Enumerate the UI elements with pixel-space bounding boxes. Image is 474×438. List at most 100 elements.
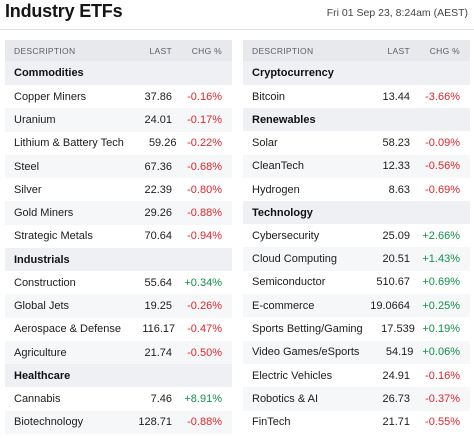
etf-name[interactable]: Bitcoin	[252, 90, 286, 103]
table-row[interactable]: Robotics & AI 26.73 -0.37%	[243, 387, 470, 411]
etf-name[interactable]: Cannabis	[14, 392, 61, 405]
section-group: Cryptocurrency Bitcoin 13.44 -3.66%	[243, 61, 470, 108]
etf-name[interactable]: Electric Vehicles	[252, 369, 333, 382]
table-row[interactable]: Cannabis 7.46 +8.91%	[5, 387, 232, 410]
column-header-last[interactable]: LAST	[149, 45, 172, 56]
etf-name[interactable]: Steel	[14, 160, 40, 173]
change-percent: -0.68%	[187, 160, 222, 173]
etf-name[interactable]: Construction	[14, 276, 76, 289]
table-row[interactable]: Bitcoin 13.44 -3.66%	[243, 85, 470, 108]
last-price: 24.01	[144, 113, 172, 126]
last-price: 21.74	[144, 346, 172, 359]
table-row[interactable]: Construction 55.64 +0.34%	[5, 271, 232, 294]
last-price: 29.26	[144, 207, 172, 220]
last-price: 17.539	[381, 323, 415, 336]
table-row[interactable]: Silver 22.39 -0.80%	[5, 178, 232, 201]
last-price: 8.63	[388, 183, 410, 196]
section-heading: Healthcare	[5, 364, 232, 388]
section-rows: Construction 55.64 +0.34% Global Jets 19.25 -…	[5, 271, 232, 365]
table-row[interactable]: E-commerce 19.0664 +0.25%	[243, 294, 470, 318]
last-price: 116.17	[142, 323, 176, 336]
column-header-change[interactable]: CHG %	[429, 45, 460, 56]
etf-name[interactable]: Cybersecurity	[252, 229, 320, 242]
etf-name[interactable]: Uranium	[14, 113, 56, 126]
table-row[interactable]: Lithium & Battery Tech 59.26 -0.22%	[5, 132, 232, 155]
table-row[interactable]: Gold Miners 29.26 -0.88%	[5, 201, 232, 225]
timestamp: Fri 01 Sep 23, 8:24am (AEST)	[326, 7, 468, 19]
table-header: DESCRIPTION LAST CHG %	[243, 40, 470, 61]
etf-name[interactable]: CleanTech	[252, 160, 304, 173]
change-percent: -0.56%	[425, 160, 460, 173]
etf-name[interactable]: Strategic Metals	[14, 230, 93, 243]
etf-name[interactable]: Sports Betting/Gaming	[252, 323, 363, 336]
last-price: 67.36	[144, 160, 172, 173]
change-percent: -0.47%	[187, 323, 222, 336]
etf-name[interactable]: E-commerce	[252, 299, 315, 312]
last-price: 19.25	[144, 300, 172, 313]
last-price: 59.26	[148, 137, 177, 150]
etf-name[interactable]: Solar	[252, 136, 278, 149]
etf-name[interactable]: Biotechnology	[14, 416, 84, 429]
header-divider	[0, 29, 474, 30]
etf-name[interactable]: Silver	[14, 183, 42, 196]
last-price: 7.46	[150, 392, 172, 405]
last-price: 24.91	[382, 369, 410, 382]
table-row[interactable]: Strategic Metals 70.64 -0.94%	[5, 225, 232, 248]
etf-name[interactable]: FinTech	[252, 416, 291, 429]
table-row[interactable]: Semiconductor 510.67 +0.69%	[243, 271, 470, 294]
table-row[interactable]: Solar 58.23 -0.09%	[243, 131, 470, 154]
etf-name[interactable]: Video Games/eSports	[252, 346, 360, 359]
last-price: 20.51	[382, 253, 410, 266]
section-group: Industrials Construction 55.64 +0.34% Global…	[5, 248, 232, 365]
table-row[interactable]: Agriculture 21.74 -0.50%	[5, 340, 232, 365]
table-row[interactable]: Sports Betting/Gaming 17.539 +0.19%	[243, 317, 470, 340]
section-heading: Industrials	[5, 248, 232, 272]
last-price: 13.44	[382, 90, 410, 103]
left-table: DESCRIPTION LAST CHG % Commodities Copper…	[5, 40, 232, 434]
etf-name[interactable]: Robotics & AI	[252, 392, 319, 405]
change-percent: +8.91%	[184, 392, 222, 405]
table-row[interactable]: Global Jets 19.25 -0.26%	[5, 294, 232, 318]
table-row[interactable]: Video Games/eSports 54.19 +0.06%	[243, 340, 470, 364]
change-percent: -0.09%	[425, 136, 460, 149]
section-heading: Cryptocurrency	[243, 61, 470, 85]
table-row[interactable]: Hydrogen 8.63 -0.69%	[243, 178, 470, 201]
table-row[interactable]: FinTech 21.71 -0.55%	[243, 411, 470, 434]
table-header: DESCRIPTION LAST CHG %	[5, 40, 232, 61]
last-price: 22.39	[144, 183, 172, 196]
table-row[interactable]: Uranium 24.01 -0.17%	[5, 108, 232, 132]
last-price: 58.23	[382, 136, 410, 149]
etf-name[interactable]: Semiconductor	[252, 276, 326, 289]
change-percent: -0.17%	[187, 113, 222, 126]
etf-name[interactable]: Cloud Computing	[252, 253, 337, 266]
etf-name[interactable]: Global Jets	[14, 300, 70, 313]
table-row[interactable]: Biotechnology 128.71 -0.88%	[5, 410, 232, 434]
etf-name[interactable]: Lithium & Battery Tech	[14, 137, 124, 150]
table-row[interactable]: Steel 67.36 -0.68%	[5, 154, 232, 179]
table-row[interactable]: Aerospace & Defense 116.17 -0.47%	[5, 318, 232, 341]
column-header-last[interactable]: LAST	[387, 45, 410, 56]
change-percent: +0.69%	[422, 276, 460, 289]
column-header-description[interactable]: DESCRIPTION	[14, 45, 76, 56]
section-rows: Cannabis 7.46 +8.91% Biotechnology 128.71 -0.…	[5, 387, 232, 434]
column-header-change[interactable]: CHG %	[191, 45, 222, 56]
etf-name[interactable]: Gold Miners	[14, 207, 74, 220]
etf-name[interactable]: Aerospace & Defense	[14, 323, 122, 336]
table-row[interactable]: Copper Miners 37.86 -0.16%	[5, 85, 232, 108]
table-row[interactable]: CleanTech 12.33 -0.56%	[243, 154, 470, 178]
table-row[interactable]: Electric Vehicles 24.91 -0.16%	[243, 364, 470, 387]
last-price: 128.71	[138, 416, 172, 429]
table-row[interactable]: Cybersecurity 25.09 +2.66%	[243, 224, 470, 247]
section-group: Healthcare Cannabis 7.46 +8.91% Biotechnolog…	[5, 364, 232, 434]
section-heading: Commodities	[5, 61, 232, 85]
table-row[interactable]: Cloud Computing 20.51 +1.43%	[243, 247, 470, 271]
etf-name[interactable]: Hydrogen	[252, 183, 300, 196]
section-rows: Copper Miners 37.86 -0.16% Uranium 24.01 -0.1…	[5, 85, 232, 248]
etf-name[interactable]: Agriculture	[14, 346, 67, 359]
change-percent: +0.25%	[422, 299, 460, 312]
last-price: 25.09	[382, 229, 410, 242]
column-header-description[interactable]: DESCRIPTION	[252, 45, 314, 56]
section-group: Technology Cybersecurity 25.09 +2.66% Cloud …	[243, 201, 470, 434]
change-percent: -0.16%	[425, 369, 460, 382]
etf-name[interactable]: Copper Miners	[14, 90, 87, 103]
